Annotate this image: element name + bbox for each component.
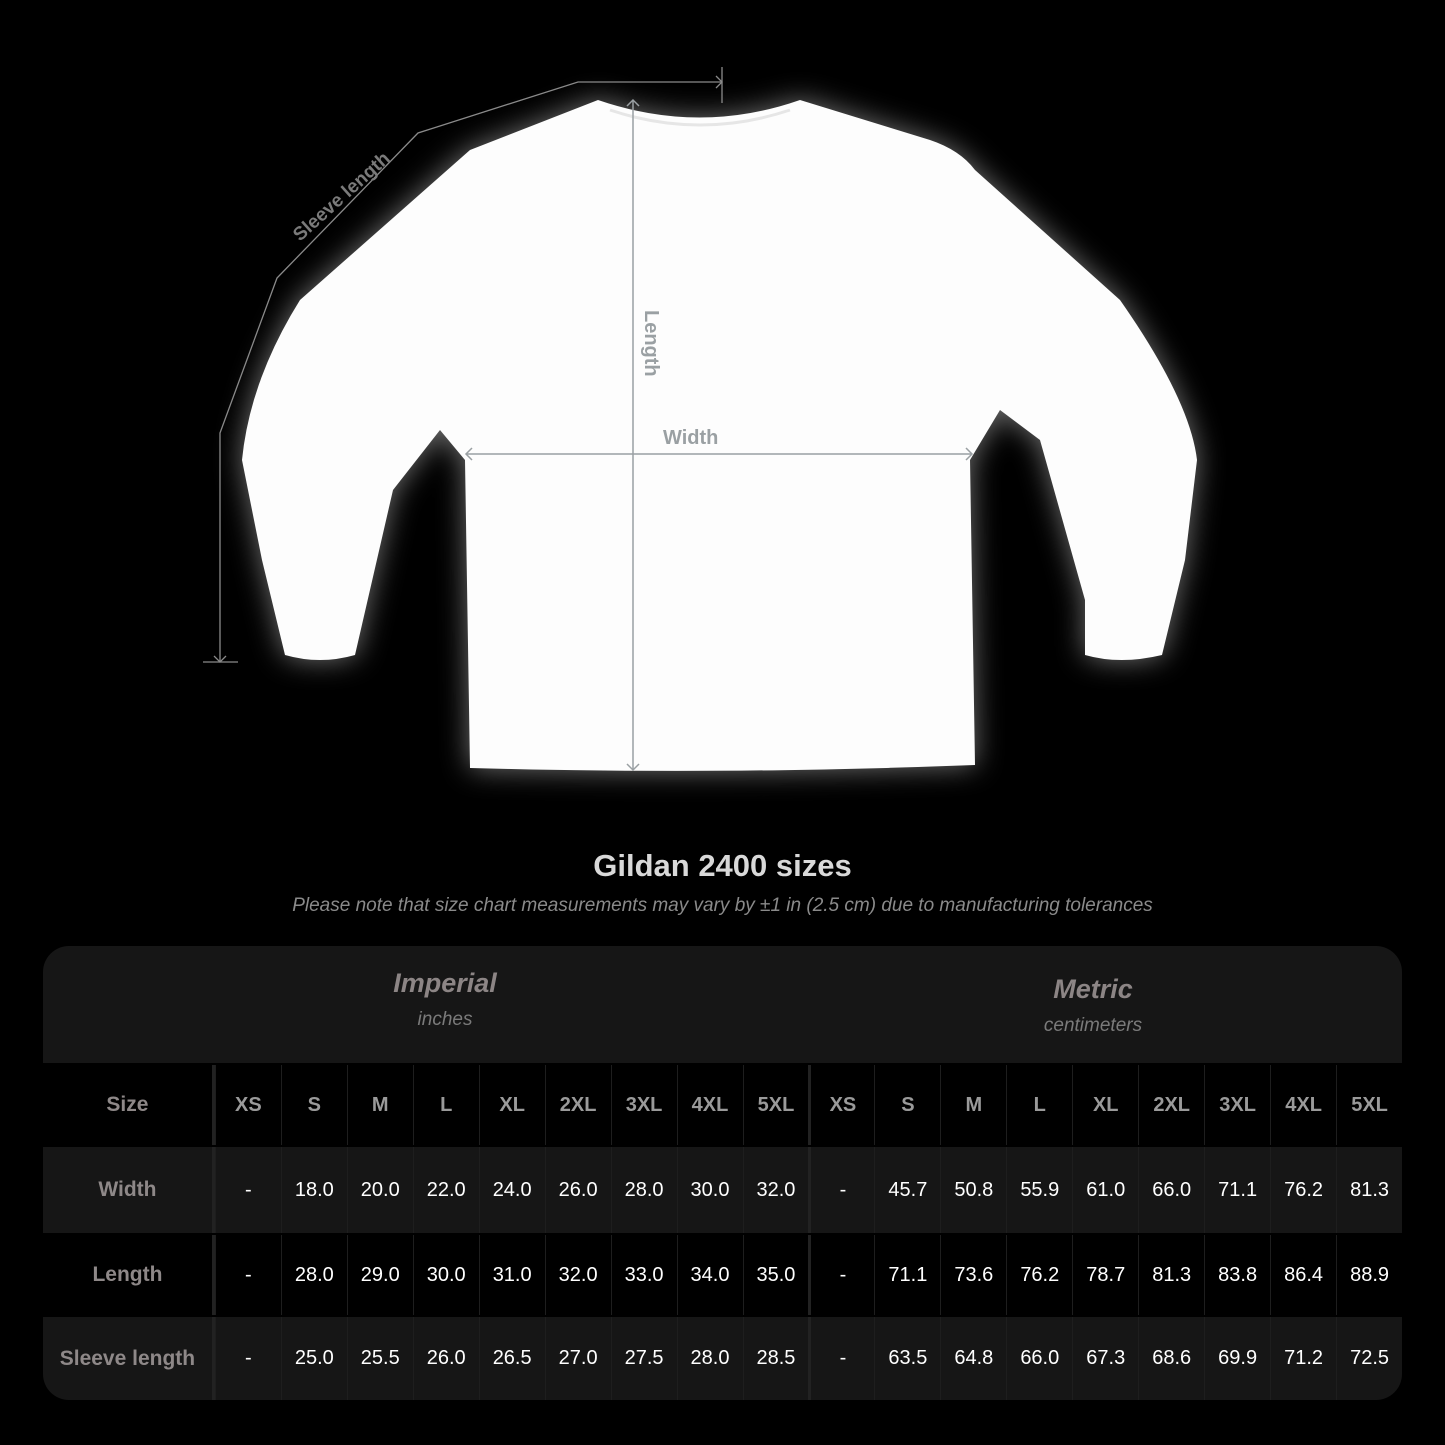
- size-table: Imperial inches Metric centimeters Size X…: [43, 946, 1402, 1400]
- row-label: Width: [43, 1147, 215, 1233]
- metric-value-cell: 76.2: [1270, 1147, 1336, 1233]
- imperial-title: Imperial: [393, 968, 497, 998]
- metric-value-cell: 68.6: [1138, 1317, 1204, 1400]
- imperial-value-cell: 28.5: [742, 1317, 809, 1400]
- metric-value-cell: 66.0: [1138, 1147, 1204, 1233]
- row-label: Size: [43, 1065, 215, 1145]
- metric-value-cell: 73.6: [940, 1235, 1006, 1315]
- imperial-value-cell: 26.0: [412, 1317, 479, 1400]
- size-header-row: Size XS S M L XL 2XL 3XL 4XL 5XL XS S M L XL 2XL 3XL 4XL 5…: [43, 1065, 1402, 1145]
- imperial-value-cell: 25.5: [346, 1317, 413, 1400]
- unit-header: Imperial inches Metric centimeters: [43, 946, 1402, 1063]
- metric-value-cell: 83.8: [1204, 1235, 1270, 1315]
- imperial-value-cell: -: [214, 1147, 281, 1233]
- imperial-value-cell: 32.0: [742, 1147, 809, 1233]
- long-sleeve-shirt: [242, 100, 1197, 771]
- size-header-cell: XS: [808, 1065, 874, 1145]
- size-header-cell: L: [412, 1065, 479, 1145]
- table-row: Width -18.0 20.0 22.0 24.0 26.0 28.0 30.0 32.0-4…: [43, 1147, 1402, 1233]
- imperial-value-cell: 30.0: [676, 1147, 743, 1233]
- imperial-value-cell: 28.0: [610, 1147, 677, 1233]
- metric-value-cell: 64.8: [940, 1317, 1006, 1400]
- metric-value-cell: 45.7: [874, 1147, 940, 1233]
- size-header-cell: 4XL: [1270, 1065, 1336, 1145]
- metric-unit: centimeters: [1043, 1015, 1143, 1036]
- imperial-value-cell: 27.5: [610, 1317, 677, 1400]
- imperial-value-cell: 18.0: [280, 1147, 347, 1233]
- metric-title: Metric: [1053, 974, 1133, 1004]
- metric-value-cell: 67.3: [1072, 1317, 1138, 1400]
- metric-value-cell: 81.3: [1336, 1147, 1402, 1233]
- imperial-value-cell: 20.0: [346, 1147, 413, 1233]
- size-header-cell: M: [940, 1065, 1006, 1145]
- metric-value-cell: 66.0: [1006, 1317, 1072, 1400]
- metric-value-cell: 78.7: [1072, 1235, 1138, 1315]
- size-header-cell: 3XL: [610, 1065, 677, 1145]
- size-header-cell: XL: [1072, 1065, 1138, 1145]
- table-row: Sleeve length -25.0 25.5 26.0 26.5 27.0 27.5 28…: [43, 1317, 1402, 1400]
- imperial-value-cell: 24.0: [478, 1147, 545, 1233]
- imperial-value-cell: 22.0: [412, 1147, 479, 1233]
- metric-value-cell: 86.4: [1270, 1235, 1336, 1315]
- metric-value-cell: 55.9: [1006, 1147, 1072, 1233]
- size-header-cell: M: [346, 1065, 413, 1145]
- imperial-value-cell: 26.0: [544, 1147, 611, 1233]
- length-label: Length: [640, 310, 662, 377]
- imperial-unit: inches: [417, 1009, 473, 1030]
- imperial-value-cell: 28.0: [676, 1317, 743, 1400]
- metric-value-cell: 63.5: [874, 1317, 940, 1400]
- imperial-value-cell: 34.0: [676, 1235, 743, 1315]
- imperial-value-cell: 29.0: [346, 1235, 413, 1315]
- metric-value-cell: -: [808, 1147, 874, 1233]
- size-header-cell: 5XL: [742, 1065, 809, 1145]
- metric-value-cell: -: [808, 1235, 874, 1315]
- size-header-cell: S: [874, 1065, 940, 1145]
- imperial-value-cell: 28.0: [280, 1235, 347, 1315]
- imperial-value-cell: 27.0: [544, 1317, 611, 1400]
- size-header-cell: 5XL: [1336, 1065, 1402, 1145]
- table-row: Length -28.0 29.0 30.0 31.0 32.0 33.0 34.0 35.0-…: [43, 1235, 1402, 1315]
- imperial-value-cell: 30.0: [412, 1235, 479, 1315]
- imperial-value-cell: -: [214, 1317, 281, 1400]
- metric-value-cell: 71.1: [1204, 1147, 1270, 1233]
- metric-value-cell: 72.5: [1336, 1317, 1402, 1400]
- chart-title: Gildan 2400 sizes: [593, 848, 852, 883]
- row-label: Sleeve length: [43, 1317, 215, 1400]
- tolerance-note: Please note that size chart measurements…: [292, 895, 1153, 916]
- imperial-value-cell: 33.0: [610, 1235, 677, 1315]
- metric-value-cell: 76.2: [1006, 1235, 1072, 1315]
- size-header-cell: XL: [478, 1065, 545, 1145]
- imperial-value-cell: -: [214, 1235, 281, 1315]
- size-header-cell: 2XL: [544, 1065, 611, 1145]
- metric-header: Metric centimeters: [793, 974, 1393, 1037]
- metric-value-cell: 69.9: [1204, 1317, 1270, 1400]
- metric-value-cell: 71.2: [1270, 1317, 1336, 1400]
- imperial-value-cell: 25.0: [280, 1317, 347, 1400]
- imperial-value-cell: 32.0: [544, 1235, 611, 1315]
- metric-value-cell: 61.0: [1072, 1147, 1138, 1233]
- metric-value-cell: 50.8: [940, 1147, 1006, 1233]
- size-header-cell: L: [1006, 1065, 1072, 1145]
- sleeve-length-line: [219, 81, 722, 662]
- imperial-header: Imperial inches: [145, 968, 745, 1031]
- width-label: Width: [663, 427, 718, 449]
- size-header-cell: 2XL: [1138, 1065, 1204, 1145]
- size-header-cell: S: [280, 1065, 347, 1145]
- metric-value-cell: -: [808, 1317, 874, 1400]
- size-header-cell: 3XL: [1204, 1065, 1270, 1145]
- metric-value-cell: 88.9: [1336, 1235, 1402, 1315]
- imperial-value-cell: 31.0: [478, 1235, 545, 1315]
- row-label: Length: [43, 1235, 215, 1315]
- metric-value-cell: 81.3: [1138, 1235, 1204, 1315]
- imperial-value-cell: 35.0: [742, 1235, 809, 1315]
- shirt-diagram: Sleeve length Length Width: [203, 67, 1197, 772]
- metric-value-cell: 71.1: [874, 1235, 940, 1315]
- size-header-cell: XS: [214, 1065, 281, 1145]
- imperial-value-cell: 26.5: [478, 1317, 545, 1400]
- size-header-cell: 4XL: [676, 1065, 743, 1145]
